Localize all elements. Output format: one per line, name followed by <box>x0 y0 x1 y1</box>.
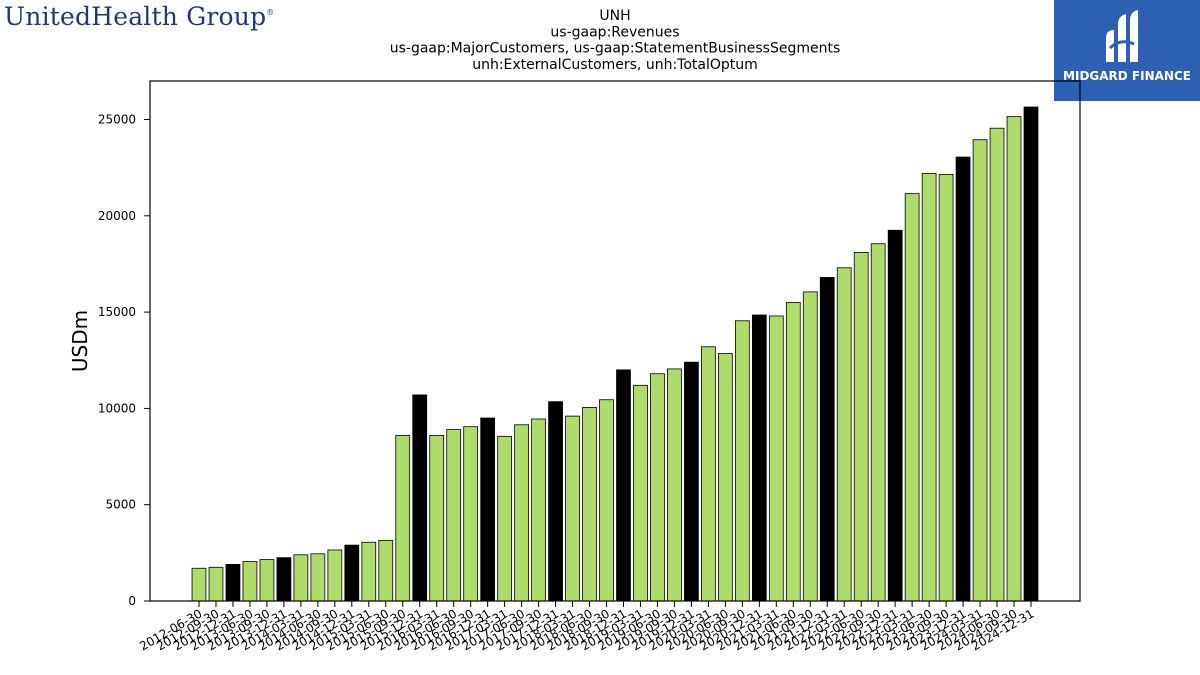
bar <box>785 302 801 602</box>
bar <box>208 566 224 602</box>
bar <box>853 252 869 602</box>
midgard-emblem-icon <box>1106 10 1138 62</box>
bar <box>819 277 835 602</box>
chart-title: UNHus-gaap:Revenuesus-gaap:MajorCustomer… <box>390 8 841 73</box>
bar <box>802 291 818 602</box>
midgard-finance-logo: MIDGARD FINANCE <box>1054 0 1200 101</box>
bars <box>191 106 1039 602</box>
bar <box>361 541 377 602</box>
bar <box>667 368 682 602</box>
y-tick-label: 10000 <box>98 401 136 415</box>
bar <box>259 559 275 602</box>
bar <box>718 353 733 602</box>
bar <box>751 314 767 602</box>
left-logo-text: UnitedHealth Group <box>4 2 267 31</box>
chart-title-line: UNH <box>599 8 630 24</box>
bar <box>938 174 954 602</box>
bar <box>463 426 479 602</box>
y-tick-label: 0 <box>128 594 136 608</box>
plot-frame <box>149 80 1081 602</box>
bar <box>870 243 886 602</box>
bar <box>242 561 258 602</box>
bar <box>599 399 614 602</box>
bar <box>225 564 241 602</box>
bar <box>276 557 292 602</box>
y-tick-label: 25000 <box>98 113 136 127</box>
bar <box>904 193 920 602</box>
y-tick-label: 20000 <box>98 209 136 223</box>
bar <box>497 435 512 602</box>
bar <box>1023 106 1039 602</box>
bar <box>191 567 207 602</box>
bar <box>887 229 903 602</box>
y-tick-label: 5000 <box>105 498 136 512</box>
chart-title-line: unh:ExternalCustomers, unh:TotalOptum <box>472 57 758 73</box>
bar <box>514 424 529 602</box>
bar <box>582 407 597 602</box>
bar <box>531 418 546 602</box>
bar <box>633 384 648 602</box>
bar <box>701 346 716 602</box>
bar <box>684 361 699 602</box>
bar <box>616 369 631 602</box>
bar <box>836 267 852 602</box>
bar <box>293 554 309 602</box>
bar <box>650 373 665 602</box>
bar <box>989 127 1005 602</box>
registered-mark: ® <box>266 8 275 17</box>
bar <box>310 553 326 602</box>
bar <box>327 549 343 602</box>
right-logo-text: MIDGARD FINANCE <box>1063 69 1191 83</box>
bar <box>378 539 394 602</box>
bar <box>921 173 937 602</box>
x-axis: 2012-06-302012-09-302012-12-312013-06-30… <box>137 601 1037 653</box>
y-axis-label: USDm <box>68 310 92 372</box>
bar <box>429 434 445 602</box>
bar <box>446 429 462 602</box>
unitedhealth-group-logo: UnitedHealth Group® <box>4 2 274 31</box>
bar <box>1006 116 1022 602</box>
bar <box>768 315 784 602</box>
chart-title-line: us-gaap:Revenues <box>550 24 679 40</box>
chart-title-line: us-gaap:MajorCustomers, us-gaap:Statemen… <box>390 41 841 57</box>
bar <box>480 417 496 602</box>
bar <box>548 401 563 602</box>
bar <box>955 156 971 602</box>
bar <box>344 544 360 602</box>
bar <box>395 434 411 602</box>
y-axis: 0 5000 10000 15000 20000 25000 <box>98 113 150 608</box>
bar <box>412 394 428 602</box>
bar <box>734 320 750 602</box>
bar <box>972 139 988 602</box>
y-tick-label: 15000 <box>98 305 136 319</box>
bar <box>565 415 580 602</box>
